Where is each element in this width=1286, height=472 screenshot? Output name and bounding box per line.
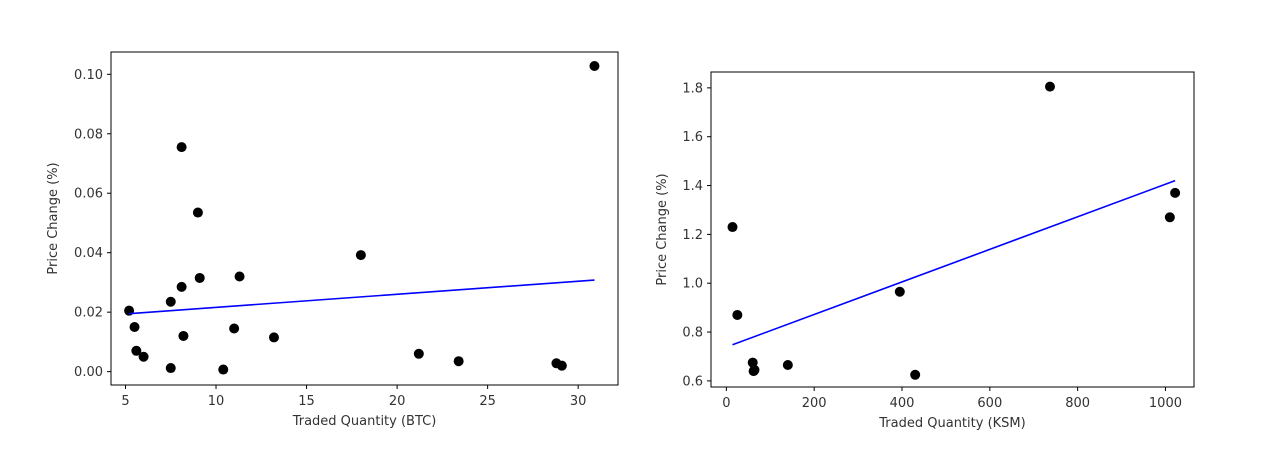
y-tick-label: 0.6 [682, 374, 703, 389]
y-tick-label: 0.06 [74, 187, 103, 202]
data-point [589, 60, 600, 71]
regression-line [732, 179, 1176, 346]
y-tick-label: 0.00 [74, 365, 103, 380]
data-point [129, 322, 140, 333]
chart-2: 0 200 400 600 800 1000 0.6 0.8 1.0 1.2 1.4 1.6 1.8 Tr… [655, 71, 1195, 431]
data-point [413, 348, 424, 359]
chart-1: 5 10 15 20 25 30 0.00 0.02 0.04 0.06 0.08 0.10 Trade… [46, 51, 619, 429]
data-point [355, 250, 366, 261]
y-tick-label: 0.02 [74, 306, 103, 321]
x-tick-label: 10 [208, 394, 225, 409]
plot-frame [110, 51, 619, 386]
data-point [176, 281, 187, 292]
data-point [1164, 212, 1175, 223]
y-tick-label: 1.2 [682, 228, 703, 243]
x-tick-label: 30 [570, 394, 587, 409]
y-tick-label: 0.08 [74, 127, 103, 142]
y-tick-label: 0.04 [74, 246, 103, 261]
x-tick-label: 400 [890, 396, 915, 411]
data-point [268, 332, 279, 343]
y-tick-label: 1.6 [682, 130, 703, 145]
x-tick-label: 25 [479, 394, 496, 409]
x-tick-label: 1000 [1149, 396, 1182, 411]
y-axis-label: Price Change (%) [655, 173, 670, 285]
data-point [732, 309, 743, 320]
data-point [176, 142, 187, 153]
x-tick-label: 800 [1065, 396, 1090, 411]
data-point [1044, 81, 1055, 92]
y-tick-label: 1.8 [682, 81, 703, 96]
data-point [138, 351, 149, 362]
data-point [194, 272, 205, 283]
data-point [749, 364, 760, 375]
data-point [218, 364, 229, 375]
plot-frame [710, 71, 1195, 388]
y-tick-label: 1.0 [682, 277, 703, 292]
data-point [178, 330, 189, 341]
data-point [556, 360, 567, 371]
data-point [894, 286, 905, 297]
x-axis-label: Traded Quantity (BTC) [292, 414, 437, 429]
y-tick-label: 0.8 [682, 326, 703, 341]
x-tick-label: 5 [121, 394, 129, 409]
data-point [234, 271, 245, 282]
data-point [165, 296, 176, 307]
data-point [453, 356, 464, 367]
data-point [782, 360, 793, 371]
x-tick-label: 0 [722, 396, 730, 411]
regression-line [129, 279, 595, 315]
y-tick-label: 0.10 [74, 68, 103, 83]
x-tick-label: 20 [389, 394, 406, 409]
y-tick-label: 1.4 [682, 179, 703, 194]
data-point [165, 363, 176, 374]
data-point [229, 323, 240, 334]
data-point [1170, 187, 1181, 198]
data-point [192, 207, 203, 218]
data-point [910, 369, 921, 380]
x-axis-label: Traded Quantity (KSM) [878, 416, 1025, 431]
y-axis-label: Price Change (%) [46, 162, 61, 274]
x-tick-label: 200 [802, 396, 827, 411]
data-point [131, 345, 142, 356]
x-tick-label: 600 [977, 396, 1002, 411]
data-point [727, 222, 738, 233]
x-tick-label: 15 [298, 394, 315, 409]
